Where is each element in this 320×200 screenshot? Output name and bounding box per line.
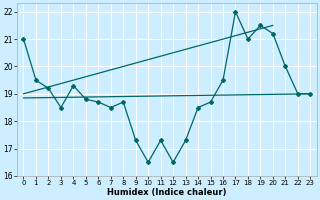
X-axis label: Humidex (Indice chaleur): Humidex (Indice chaleur) [107,188,227,197]
